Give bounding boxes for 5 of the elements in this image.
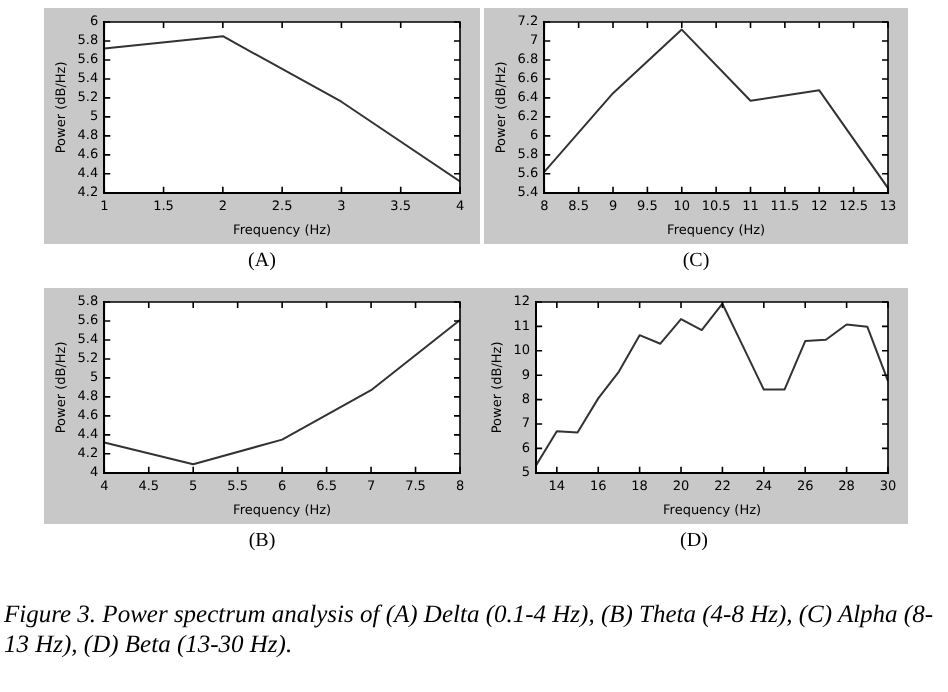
text: (B) (246, 530, 278, 552)
caption: Figure 3. Power spectrum analysis of (A) Delta (0.1-4 Hz), (B) Theta (4-8 Hz), (C) Alpha (8-13 Hz), (D) Beta (13-30 Hz). (4, 600, 936, 660)
text: (A) (246, 250, 278, 272)
text: (D) (678, 530, 710, 552)
text: (C) (680, 250, 712, 272)
